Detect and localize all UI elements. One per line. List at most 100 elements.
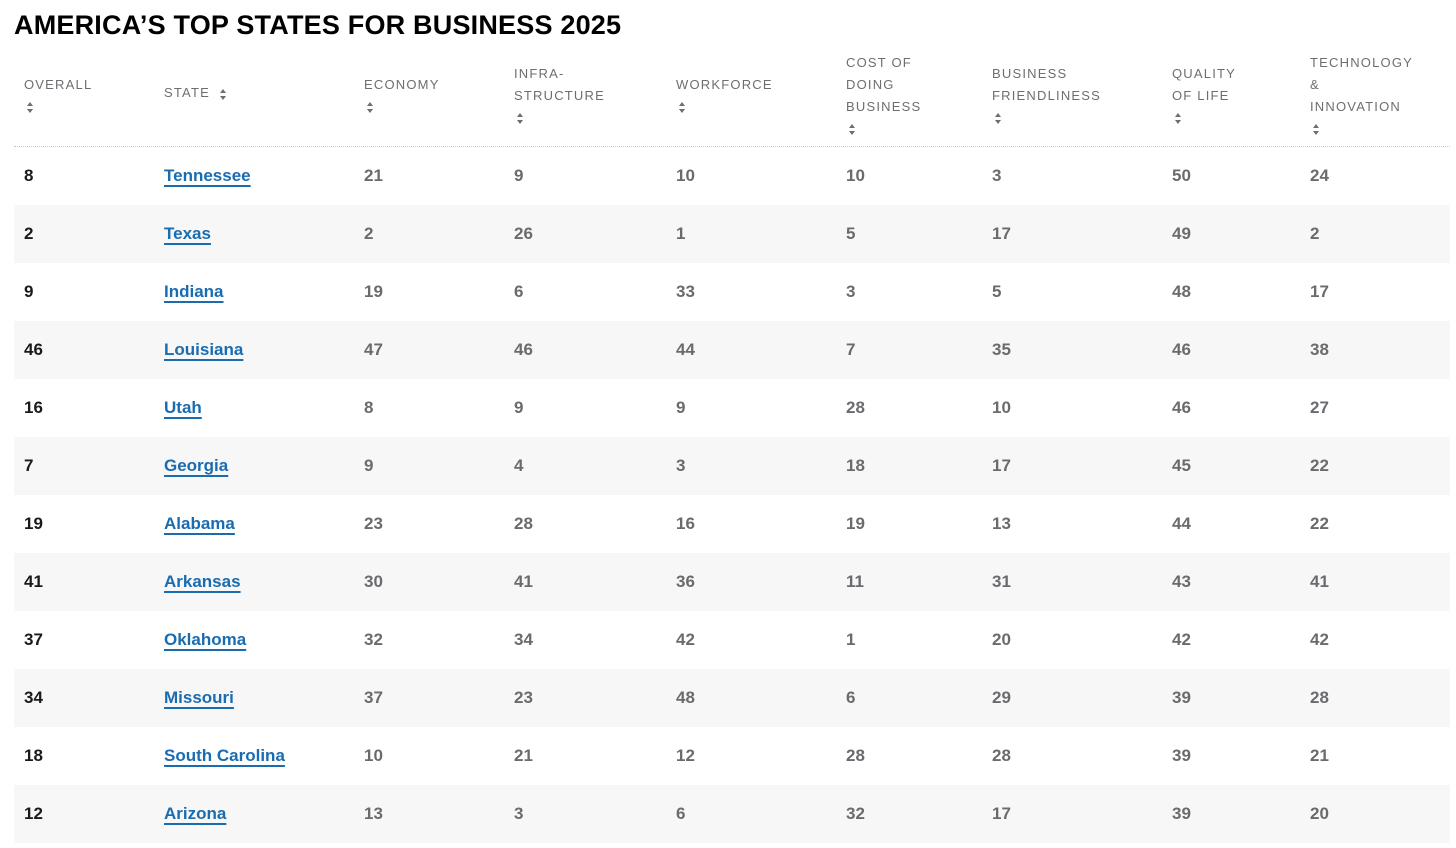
state-link[interactable]: Louisiana [164, 340, 244, 359]
economy-rank: 9 [364, 456, 374, 475]
column-header-label-line: STRUCTURE [514, 87, 605, 103]
sort-down-icon [367, 108, 373, 113]
cost_of_doing_business-rank: 19 [846, 514, 865, 533]
column-header-label: BUSINESS FRIENDLINESS [992, 63, 1101, 107]
sort-down-icon [27, 108, 33, 113]
state-cell: Utah [164, 398, 364, 418]
state-link[interactable]: Georgia [164, 456, 229, 475]
state-link[interactable]: Alabama [164, 514, 235, 533]
sort-arrows[interactable] [679, 101, 685, 113]
state-cell: Texas [164, 224, 364, 244]
quality_of_life-rank: 42 [1172, 630, 1191, 649]
sort-up-icon [1175, 112, 1181, 117]
sort-arrows[interactable] [1175, 112, 1181, 124]
state-link[interactable]: Oklahoma [164, 630, 247, 649]
sort-arrows[interactable] [27, 101, 33, 113]
technology_innovation-rank: 21 [1310, 746, 1329, 765]
sort-down-icon [517, 119, 523, 124]
table-row: 12 Arizona 13 3 6 32 17 39 20 [14, 785, 1450, 843]
overall-rank: 37 [24, 630, 43, 649]
state-link[interactable]: Arizona [164, 804, 227, 823]
column-header-overall[interactable]: OVERALL [14, 74, 164, 113]
quality_of_life-rank: 46 [1172, 340, 1191, 359]
business_friendliness-rank: 3 [992, 166, 1002, 185]
quality_of_life-rank: 50 [1172, 166, 1191, 185]
technology_innovation-rank: 42 [1310, 630, 1329, 649]
sort-arrows[interactable] [517, 112, 523, 124]
sort-arrows[interactable] [1313, 123, 1319, 135]
page-title: AMERICA’S TOP STATES FOR BUSINESS 2025 [14, 10, 622, 40]
column-header-label: OVERALL [24, 74, 92, 96]
cost_of_doing_business-rank: 5 [846, 224, 856, 243]
business_friendliness-rank: 17 [992, 224, 1011, 243]
column-header-label-line: BUSINESS [846, 98, 922, 114]
cost_of_doing_business-rank: 6 [846, 688, 856, 707]
state-link[interactable]: Tennessee [164, 166, 251, 185]
column-header-label-line: DOING [846, 76, 895, 92]
sort-down-icon [679, 108, 685, 113]
workforce-rank: 3 [676, 456, 686, 475]
table-row: 7 Georgia 9 4 3 18 17 45 22 [14, 437, 1450, 495]
workforce-rank: 42 [676, 630, 695, 649]
column-header-label-line: FRIENDLINESS [992, 87, 1102, 103]
column-header-label-line: BUSINESS [992, 65, 1068, 81]
workforce-rank: 6 [676, 804, 686, 823]
infrastructure-rank: 41 [514, 572, 533, 591]
infrastructure-rank: 4 [514, 456, 524, 475]
column-header-label: ECONOMY [364, 74, 440, 96]
economy-rank: 10 [364, 746, 383, 765]
technology_innovation-rank: 2 [1310, 224, 1320, 243]
overall-rank: 19 [24, 514, 43, 533]
state-link[interactable]: Texas [164, 224, 211, 243]
column-header-label-line: ECONOMY [364, 76, 440, 92]
technology_innovation-rank: 28 [1310, 688, 1329, 707]
state-link[interactable]: South Carolina [164, 746, 285, 765]
state-link[interactable]: Missouri [164, 688, 234, 707]
economy-rank: 23 [364, 514, 383, 533]
infrastructure-rank: 28 [514, 514, 533, 533]
column-header-economy[interactable]: ECONOMY [364, 74, 514, 113]
sort-down-icon [1175, 119, 1181, 124]
business_friendliness-rank: 31 [992, 572, 1011, 591]
technology_innovation-rank: 27 [1310, 398, 1329, 417]
column-header-label-line: STATE [164, 85, 210, 100]
column-header-label: COST OF DOING BUSINESS [846, 52, 921, 118]
quality_of_life-rank: 39 [1172, 804, 1191, 823]
column-header-workforce[interactable]: WORKFORCE [676, 74, 846, 113]
state-link[interactable]: Utah [164, 398, 202, 417]
column-header-label: TECHNOLOGY & INNOVATION [1310, 52, 1413, 118]
table-header: OVERALL STATE ECONOMY INFRA- STRUCTURE WORKFO… [14, 40, 1450, 147]
sort-arrows[interactable] [849, 123, 855, 135]
quality_of_life-rank: 45 [1172, 456, 1191, 475]
business_friendliness-rank: 28 [992, 746, 1011, 765]
cost_of_doing_business-rank: 32 [846, 804, 865, 823]
state-cell: Arizona [164, 804, 364, 824]
cost_of_doing_business-rank: 28 [846, 746, 865, 765]
economy-rank: 47 [364, 340, 383, 359]
workforce-rank: 16 [676, 514, 695, 533]
table-row: 19 Alabama 23 28 16 19 13 44 22 [14, 495, 1450, 553]
column-header-label: INFRA- STRUCTURE [514, 63, 605, 107]
state-link[interactable]: Indiana [164, 282, 224, 301]
quality_of_life-rank: 43 [1172, 572, 1191, 591]
column-header-quality_of_life[interactable]: QUALITY OF LIFE [1172, 63, 1310, 124]
column-header-business_friendliness[interactable]: BUSINESS FRIENDLINESS [992, 63, 1172, 124]
cost_of_doing_business-rank: 7 [846, 340, 856, 359]
column-header-technology_innovation[interactable]: TECHNOLOGY & INNOVATION [1310, 52, 1450, 135]
overall-rank: 7 [24, 456, 34, 475]
workforce-rank: 1 [676, 224, 686, 243]
sort-arrows[interactable] [219, 88, 226, 100]
overall-rank: 8 [24, 166, 34, 185]
column-header-infrastructure[interactable]: INFRA- STRUCTURE [514, 63, 676, 124]
state-link[interactable]: Arkansas [164, 572, 241, 591]
column-header-state[interactable]: STATE [164, 82, 364, 104]
business_friendliness-rank: 20 [992, 630, 1011, 649]
state-cell: Alabama [164, 514, 364, 534]
sort-arrows[interactable] [995, 112, 1001, 124]
sort-down-icon [219, 95, 226, 100]
infrastructure-rank: 9 [514, 166, 524, 185]
column-header-cost_of_doing_business[interactable]: COST OF DOING BUSINESS [846, 52, 992, 135]
overall-rank: 46 [24, 340, 43, 359]
technology_innovation-rank: 22 [1310, 456, 1329, 475]
sort-arrows[interactable] [367, 101, 373, 113]
